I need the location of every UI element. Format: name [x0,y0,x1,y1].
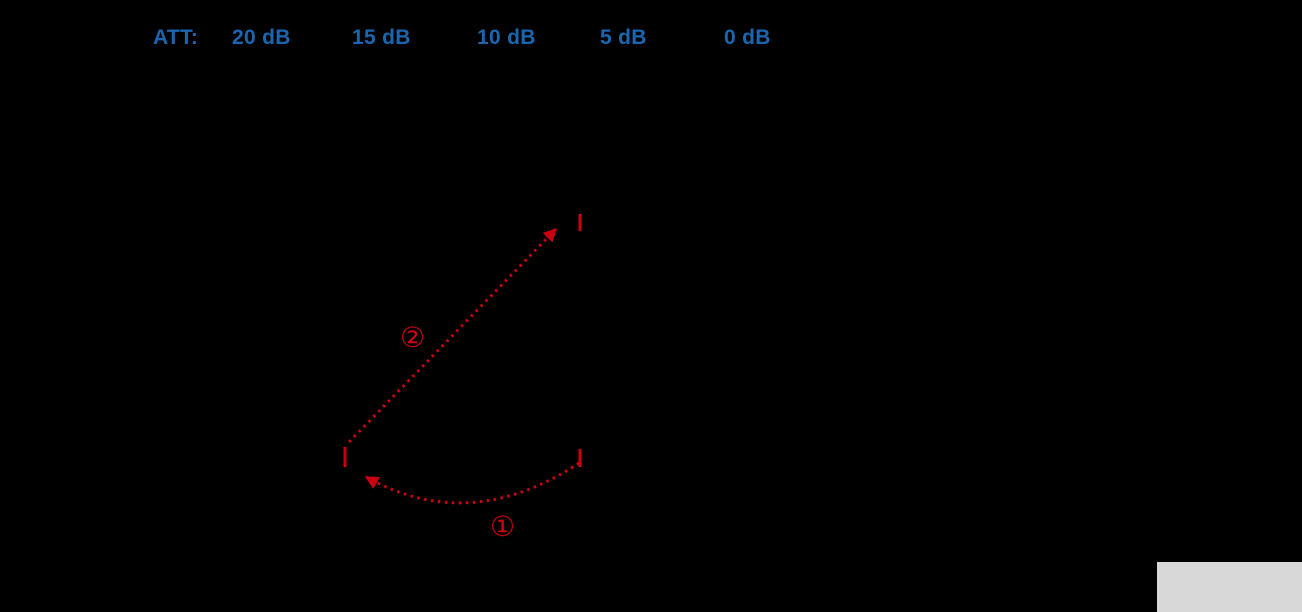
step1-arrow [364,461,580,505]
step1-marker: ① [490,511,516,542]
gray-swatch [1157,562,1302,612]
att-option-0db[interactable]: 0 dB [724,26,771,49]
att-option-10db[interactable]: 10 dB [477,26,536,49]
step2-arrow [347,227,558,444]
att-option-15db[interactable]: 15 dB [352,26,411,49]
step2-marker: ② [400,322,426,353]
att-option-5db[interactable]: 5 dB [600,26,647,49]
att-option-20db[interactable]: 20 dB [232,26,291,49]
att-label: ATT: [153,26,199,49]
